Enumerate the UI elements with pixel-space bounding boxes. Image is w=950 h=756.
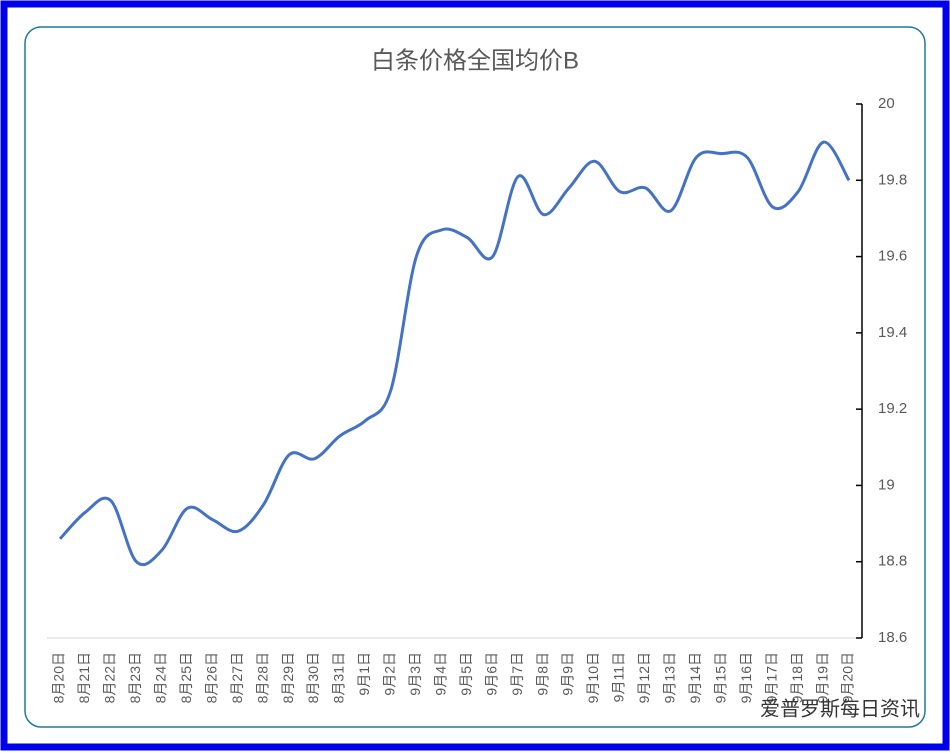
x-tick-label: 9月1日: [356, 652, 372, 696]
chart-title: 白条价格全国均价B: [371, 47, 579, 74]
x-tick-label: 9月15日: [712, 652, 728, 703]
y-tick-label: 18.8: [878, 553, 907, 570]
x-tick-label: 8月22日: [102, 652, 118, 703]
y-tick-label: 19.8: [878, 171, 907, 188]
x-tick-label: 8月29日: [280, 652, 296, 703]
x-tick-label: 8月20日: [51, 652, 67, 703]
x-tick-label: 9月12日: [636, 652, 652, 703]
watermark: 爱普罗斯每日资讯: [760, 697, 920, 720]
x-tick-label: 8月31日: [331, 652, 347, 703]
x-tick-label: 8月26日: [203, 652, 219, 703]
x-tick-label: 9月20日: [840, 652, 856, 703]
x-tick-label: 8月25日: [178, 652, 194, 703]
x-tick-label: 9月5日: [458, 652, 474, 696]
x-tick-label: 9月17日: [763, 652, 779, 703]
x-tick-label: 9月10日: [585, 652, 601, 703]
x-tick-label: 8月21日: [76, 652, 92, 703]
x-tick-label: 9月18日: [789, 652, 805, 703]
x-tick-label: 9月13日: [662, 652, 678, 703]
y-tick-label: 19.6: [878, 248, 907, 265]
y-tick-label: 20: [878, 95, 895, 112]
x-tick-label: 8月27日: [229, 652, 245, 703]
x-tick-label: 9月9日: [560, 652, 576, 696]
x-tick-label: 9月3日: [407, 652, 423, 696]
x-tick-label: 8月30日: [305, 652, 321, 703]
x-tick-label: 9月16日: [738, 652, 754, 703]
x-tick-label: 9月8日: [534, 652, 550, 696]
x-tick-label: 9月4日: [432, 652, 448, 696]
y-tick-label: 19.4: [878, 324, 907, 341]
x-tick-label: 8月28日: [254, 652, 270, 703]
x-tick-label: 9月11日: [611, 652, 627, 702]
y-tick-label: 19: [878, 476, 895, 493]
x-tick-label: 9月19日: [814, 652, 830, 703]
x-tick-label: 9月6日: [483, 652, 499, 696]
line: [58, 140, 851, 567]
y-tick-label: 18.6: [878, 629, 907, 646]
x-tick-label: 9月7日: [509, 652, 525, 696]
x-tick-label: 9月2日: [382, 652, 398, 696]
chart-frame: [24, 26, 926, 728]
x-tick-label: 8月24日: [153, 652, 169, 703]
x-tick-label: 9月14日: [687, 652, 703, 703]
y-tick-label: 19.2: [878, 400, 907, 417]
x-tick-label: 8月23日: [127, 652, 143, 703]
